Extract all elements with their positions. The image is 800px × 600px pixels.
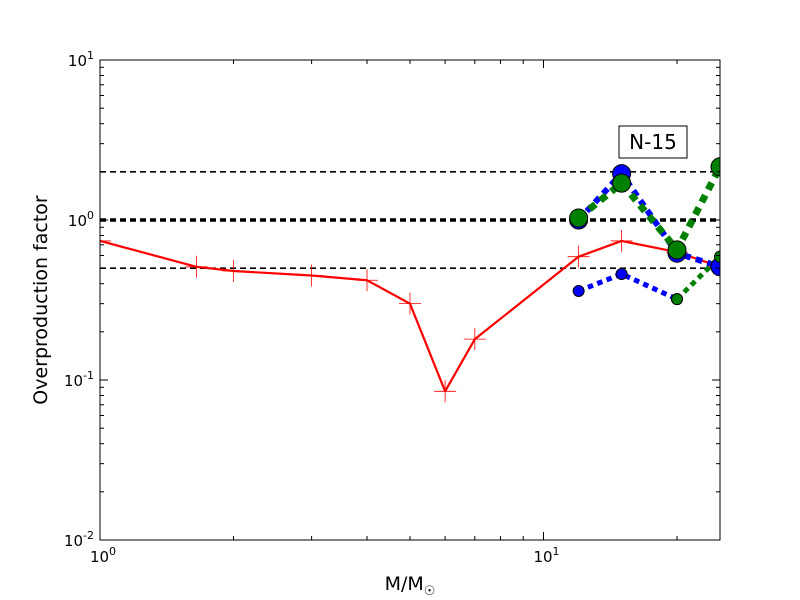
- series-0-point-4: [356, 269, 379, 292]
- series-3-point-1: [612, 173, 632, 193]
- series-0-point-0: [100, 229, 111, 252]
- series-0-point-6: [434, 380, 457, 403]
- y-tick-label-0: 10-2: [64, 529, 94, 550]
- series-4-point-1: [714, 250, 720, 263]
- series-line-1: [576, 170, 720, 270]
- annotation-box: N-15: [618, 125, 688, 159]
- series-0-point-9: [610, 229, 633, 252]
- series-line-2: [577, 271, 679, 302]
- x-axis-label-main: M/M: [385, 573, 424, 595]
- series-2-point-1: [615, 267, 628, 280]
- series-line-0: [100, 239, 720, 393]
- y-axis-label: Overproduction factor: [30, 195, 52, 405]
- series-line-3: [576, 165, 720, 254]
- series-3-point-2: [667, 240, 687, 260]
- series-0-point-5: [399, 292, 421, 315]
- series-0-point-1: [185, 255, 208, 278]
- series-0-point-8: [567, 245, 590, 268]
- x-axis-label-sub: ☉: [424, 584, 436, 599]
- series-3-point-3: [710, 157, 720, 177]
- series-4-point-0: [671, 293, 684, 306]
- y-tick-label-3: 101: [68, 49, 94, 70]
- annotation-label: N-15: [629, 130, 677, 154]
- annotation-frame: [618, 125, 688, 159]
- x-tick-label-0: 100: [90, 545, 116, 566]
- x-tick-label-1: 101: [533, 545, 559, 566]
- series-0-point-2: [222, 260, 245, 283]
- series-3-point-0: [569, 208, 589, 228]
- series-1-point-3: [710, 257, 720, 277]
- x-axis-label: M/M☉: [385, 573, 436, 599]
- series-0-point-7: [463, 328, 486, 351]
- series-2-point-0: [572, 284, 585, 297]
- y-tick-label-1: 10-1: [64, 369, 94, 390]
- series-0-point-3: [300, 264, 323, 287]
- y-tick-label-2: 100: [68, 209, 94, 230]
